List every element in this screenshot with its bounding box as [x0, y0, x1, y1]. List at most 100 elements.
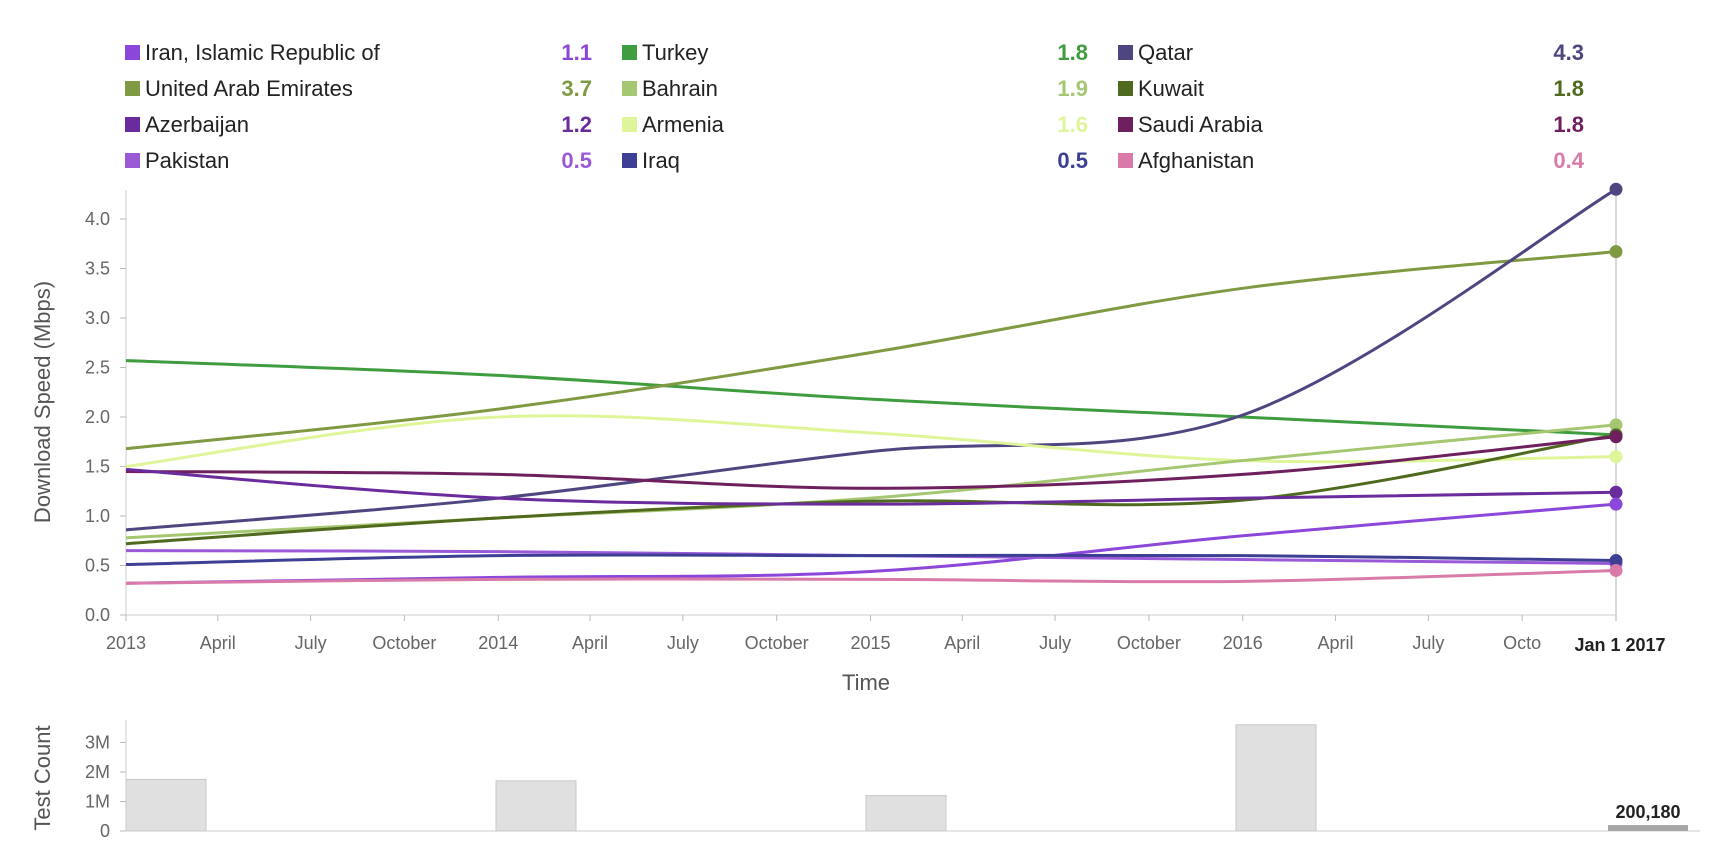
legend-label: Afghanistan — [1138, 148, 1254, 173]
series-line — [125, 433, 1617, 546]
bar-y-tick-label: 2M — [85, 762, 110, 782]
test-count-bar — [865, 795, 947, 832]
series-end-point — [1609, 430, 1623, 444]
legend-swatch — [622, 153, 637, 168]
legend-value: 0.4 — [1553, 148, 1584, 173]
series-end-point — [1609, 418, 1623, 432]
legend-value: 1.8 — [1553, 112, 1584, 137]
test-count-bar — [495, 780, 577, 832]
series-line — [125, 435, 1617, 490]
legend-swatch — [622, 81, 637, 96]
test-count-bar — [125, 778, 207, 832]
legend-label: Iran, Islamic Republic of — [145, 40, 381, 65]
series-end-point — [1609, 485, 1623, 499]
line-chart-axes: 0.0 0.5 1.0 1.5 2.0 2.5 3.0 3.5 4.0 2013 April July… — [30, 190, 1666, 695]
legend-value: 0.5 — [561, 148, 592, 173]
y-tick-label: 1.0 — [85, 506, 110, 526]
series-line — [125, 553, 1617, 567]
legend-label: Kuwait — [1138, 76, 1204, 101]
y-tick-label: 3.0 — [85, 308, 110, 328]
legend-swatch — [1118, 81, 1133, 96]
legend-label: Turkey — [642, 40, 708, 65]
legend-swatch — [1118, 45, 1133, 60]
y-tick-label: 2.5 — [85, 358, 110, 378]
series-end-point — [1609, 563, 1623, 577]
series-line — [125, 502, 1617, 585]
x-tick-label: July — [295, 633, 327, 653]
y-tick-label: 0.5 — [85, 556, 110, 576]
x-tick-label: 2014 — [478, 633, 518, 653]
bar-chart-axes: 0 1M 2M 3M Test Count — [30, 720, 1700, 841]
x-tick-label: April — [572, 633, 608, 653]
series-line — [125, 188, 1617, 532]
legend-label: Iraq — [642, 148, 680, 173]
x-tick-label: April — [1318, 633, 1354, 653]
legend-label: Qatar — [1138, 40, 1193, 65]
x-tick-label: October — [1117, 633, 1181, 653]
y-axis-title: Download Speed (Mbps) — [30, 281, 55, 523]
x-tick-label: April — [200, 633, 236, 653]
legend-label: United Arab Emirates — [145, 76, 353, 101]
y-tick-label: 2.0 — [85, 407, 110, 427]
x-tick-label: July — [1039, 633, 1071, 653]
legend-value: 1.8 — [1057, 40, 1088, 65]
test-count-bar — [1608, 825, 1688, 831]
line-chart-plot — [125, 182, 1623, 585]
highlight-count-label: 200,180 — [1615, 802, 1680, 822]
x-tick-label: April — [944, 633, 980, 653]
test-count-bar — [1235, 724, 1317, 832]
bar-y-tick-label: 3M — [85, 733, 110, 753]
series-end-point — [1609, 245, 1623, 259]
bar-chart-plot: 200,180 — [125, 724, 1688, 832]
x-tick-label: October — [745, 633, 809, 653]
series-line — [125, 568, 1617, 585]
y-tick-label: 0.0 — [85, 605, 110, 625]
x-tick-label: 2016 — [1223, 633, 1263, 653]
legend-value: 1.6 — [1057, 112, 1088, 137]
x-tick-label: July — [667, 633, 699, 653]
bar-y-tick-label: 0 — [100, 821, 110, 841]
legend-swatch — [622, 117, 637, 132]
legend-value: 4.3 — [1553, 40, 1584, 65]
legend-label: Armenia — [642, 112, 725, 137]
series-end-point — [1609, 554, 1623, 568]
legend-swatch — [125, 153, 140, 168]
legend-value: 0.5 — [1057, 148, 1088, 173]
legend-value: 1.8 — [1553, 76, 1584, 101]
legend-label: Saudi Arabia — [1138, 112, 1264, 137]
legend-label: Bahrain — [642, 76, 718, 101]
x-tick-label: 2013 — [106, 633, 146, 653]
legend: Iran, Islamic Republic of 1.1 Turkey 1.8 Qat… — [125, 40, 1585, 173]
legend-value: 1.2 — [561, 112, 592, 137]
y-tick-label: 4.0 — [85, 209, 110, 229]
x-tick-label: July — [1412, 633, 1444, 653]
legend-swatch — [125, 81, 140, 96]
legend-swatch — [1118, 117, 1133, 132]
legend-swatch — [125, 117, 140, 132]
legend-swatch — [1118, 153, 1133, 168]
legend-value: 3.7 — [561, 76, 592, 101]
x-tick-label: October — [372, 633, 436, 653]
legend-label: Pakistan — [145, 148, 229, 173]
legend-swatch — [622, 45, 637, 60]
series-line — [125, 359, 1617, 437]
legend-value: 1.9 — [1057, 76, 1088, 101]
series-line — [125, 467, 1617, 506]
x-tick-label: 2015 — [850, 633, 890, 653]
legend-swatch — [125, 45, 140, 60]
legend-label: Azerbaijan — [145, 112, 249, 137]
x-axis-title: Time — [842, 670, 890, 695]
series-end-point — [1609, 497, 1623, 511]
y-tick-label: 3.5 — [85, 259, 110, 279]
series-line — [125, 250, 1617, 451]
legend-value: 1.1 — [561, 40, 592, 65]
hover-date-label: Jan 1 2017 — [1574, 635, 1665, 655]
bar-y-tick-label: 1M — [85, 792, 110, 812]
bar-y-axis-title: Test Count — [30, 725, 55, 830]
y-tick-label: 1.5 — [85, 457, 110, 477]
series-line — [125, 423, 1617, 540]
series-end-point — [1609, 450, 1623, 464]
series-end-point — [1609, 182, 1623, 196]
